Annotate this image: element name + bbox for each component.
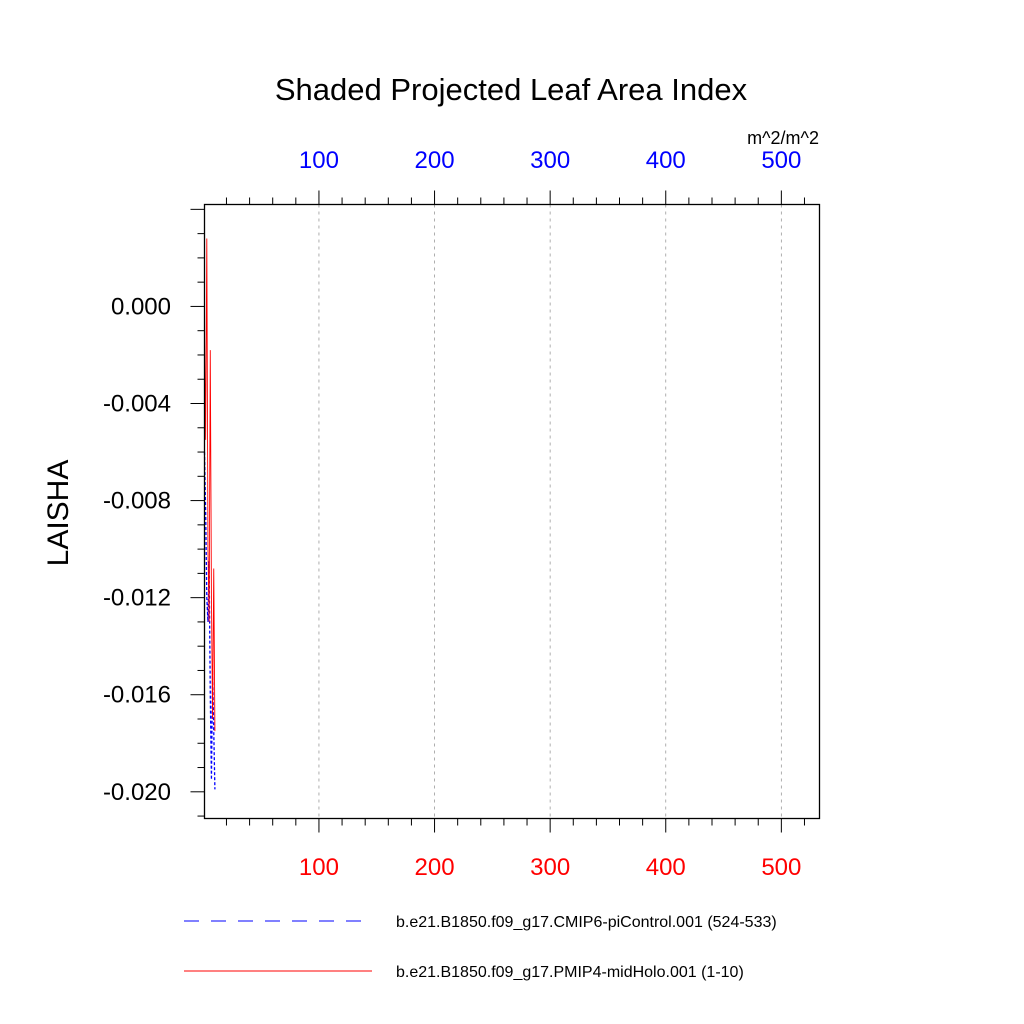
tick-labels: 100 200 300 400 500 100 200 300 400 500 0.000 -0.00…	[103, 147, 801, 881]
y-tick-label: -0.012	[103, 585, 171, 612]
x-top-tick-label: 300	[530, 147, 570, 174]
legend-label-piControl: b.e21.B1850.f09_g17.CMIP6-piControl.001 …	[396, 914, 777, 931]
x-bottom-tick-label: 300	[530, 854, 570, 881]
plot-frame	[203, 203, 821, 820]
legend: b.e21.B1850.f09_g17.CMIP6-piControl.001 …	[184, 914, 777, 981]
series-layer	[203, 238, 216, 790]
x-top-tick-label: 400	[646, 147, 686, 174]
grid	[318, 204, 782, 819]
x-top-tick-label: 500	[761, 147, 801, 174]
y-tick-label: -0.008	[103, 488, 171, 515]
x-bottom-tick-label: 400	[646, 854, 686, 881]
axis-ticks	[190, 190, 805, 833]
legend-label-midHolo: b.e21.B1850.f09_g17.PMIP4-midHolo.001 (1…	[396, 964, 744, 981]
series-line-0	[203, 452, 216, 790]
x-bottom-tick-label: 500	[761, 854, 801, 881]
y-tick-label: 0.000	[111, 293, 171, 320]
x-top-tick-label: 200	[415, 147, 455, 174]
y-tick-label: -0.016	[103, 682, 171, 709]
series-line-1	[204, 238, 216, 732]
units-label: m^2/m^2	[747, 128, 819, 148]
y-tick-label: -0.020	[103, 779, 171, 806]
y-axis-label: LAISHA	[42, 460, 75, 567]
x-top-tick-label: 100	[299, 147, 339, 174]
x-bottom-tick-label: 200	[415, 854, 455, 881]
chart-title: Shaded Projected Leaf Area Index	[275, 72, 748, 107]
x-bottom-tick-label: 100	[299, 854, 339, 881]
y-tick-label: -0.004	[103, 391, 171, 418]
